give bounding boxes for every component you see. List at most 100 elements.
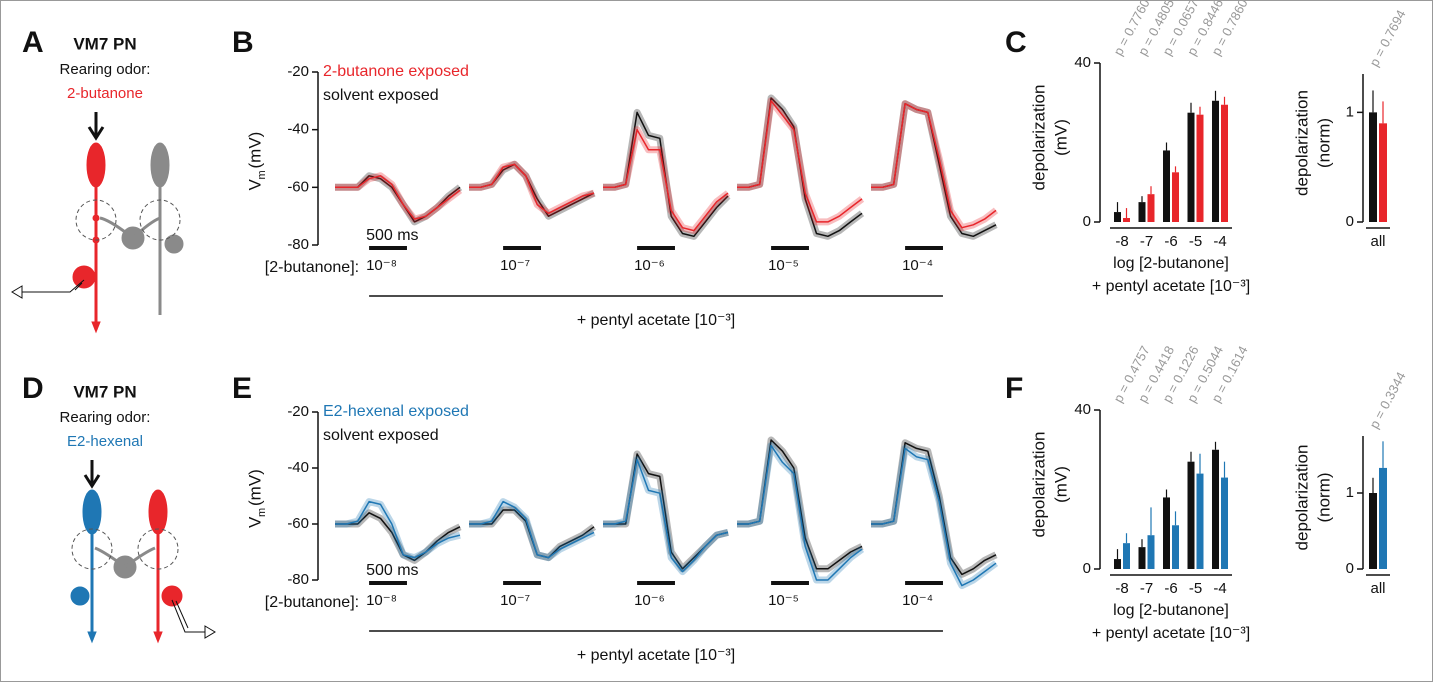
bar (1123, 543, 1130, 569)
x-tick-label: -5 (1189, 233, 1202, 250)
background-label: + pentyl acetate [10⁻³] (577, 312, 735, 329)
concentration-label: 10⁻⁵ (768, 592, 799, 609)
x-tick-label: all (1370, 233, 1385, 250)
x-tick-label: -6 (1164, 233, 1177, 250)
bar (1163, 497, 1170, 569)
y-tick-label: 1 (1346, 484, 1354, 501)
x-tick-label: -4 (1213, 580, 1226, 597)
y-tick-label: -60 (287, 178, 309, 195)
x-label: + pentyl acetate [10⁻³] (1092, 278, 1250, 295)
trace (603, 128, 729, 232)
scale-label: 500 ms (366, 227, 418, 244)
y-axis-label: Vm(mV) (245, 132, 267, 191)
diagram-odor: 2-butanone (67, 85, 143, 102)
bar (1369, 112, 1377, 222)
y-tick-label: -60 (287, 515, 309, 532)
y-tick-label: 1 (1346, 103, 1354, 120)
concentration-label: 10⁻⁷ (500, 592, 530, 609)
bar (1114, 212, 1121, 222)
x-tick-label: -8 (1115, 233, 1128, 250)
diagram-d: D VM7 PN Rearing odor: E2-hexenal (22, 372, 216, 644)
bar (1147, 535, 1155, 569)
y-tick-label: -40 (287, 121, 309, 138)
y-label: V (245, 179, 264, 191)
y-label-unit: (mV) (245, 132, 264, 169)
trace (335, 512, 461, 562)
trace-band (871, 100, 999, 232)
x-tick-label: -5 (1189, 580, 1202, 597)
concentration-label: 10⁻⁴ (902, 592, 933, 609)
trace (469, 500, 595, 559)
bar (1369, 493, 1377, 569)
neuron-red (72, 142, 106, 334)
y-tick-label: 0 (1346, 560, 1354, 577)
concentration-label: 10⁻⁸ (366, 257, 397, 274)
concentration-label: 10⁻⁸ (366, 592, 397, 609)
bar (1138, 547, 1146, 569)
trace (871, 102, 997, 229)
y-tick-label: -80 (287, 236, 309, 253)
legend-entry: solvent exposed (323, 87, 439, 104)
neuron-blue (70, 489, 102, 644)
x-tick-label: -7 (1140, 233, 1153, 250)
condition-label: [2-butanone]: (265, 259, 359, 276)
glomerulus (137, 528, 179, 570)
legend-entry: solvent exposed (323, 427, 439, 444)
electrode (22, 279, 85, 293)
bar (1379, 467, 1387, 569)
electrode-tip (204, 625, 216, 639)
trace-band (335, 498, 461, 562)
y-label: depolarization (1292, 445, 1311, 551)
bar (1187, 461, 1195, 569)
y-tick-label: -20 (287, 403, 309, 420)
y-label: depolarization (1292, 90, 1311, 196)
bar (1114, 559, 1121, 569)
y-label-sub: m (256, 170, 268, 179)
panel-label: B (232, 26, 254, 59)
y-tick-label: 40 (1074, 401, 1091, 418)
bar (1196, 473, 1204, 569)
bar (1187, 112, 1195, 222)
y-label: depolarization (1029, 432, 1048, 538)
bar (1379, 123, 1387, 222)
diagram-a: A VM7 PN Rearing odor: 2-butanone (11, 26, 184, 334)
diagram-odor: E2-hexenal (67, 433, 143, 450)
x-label: + pentyl acetate [10⁻³] (1092, 625, 1250, 642)
neuron-gray (99, 142, 184, 315)
trace (469, 163, 595, 215)
bar (1172, 525, 1179, 569)
trace (737, 444, 863, 581)
y-tick-label: 0 (1083, 560, 1091, 577)
bar (1138, 202, 1146, 222)
panel-label: E (232, 372, 252, 405)
scale-label: 500 ms (366, 562, 418, 579)
bar (1163, 150, 1170, 222)
electrode (171, 599, 205, 633)
x-tick-label: -7 (1140, 580, 1153, 597)
trace-band (871, 439, 998, 578)
bar (1212, 100, 1219, 222)
concentration-label: 10⁻⁶ (634, 257, 665, 274)
y-label: V (245, 516, 264, 528)
panel-label: D (22, 372, 44, 405)
legend-entry: E2-hexenal exposed (323, 403, 469, 420)
y-tick-label: -40 (287, 459, 309, 476)
y-label-sub: m (256, 508, 268, 517)
trace (335, 175, 461, 220)
concentration-label: 10⁻⁷ (500, 257, 530, 274)
x-tick-label: -8 (1115, 580, 1128, 597)
legend-entry: 2-butanone exposed (323, 63, 469, 80)
y-tick-label: -20 (287, 63, 309, 80)
x-label: log [2-butanone] (1113, 255, 1229, 272)
neuron-red (148, 489, 183, 644)
arrow (83, 460, 101, 489)
diagram-title: VM7 PN (73, 382, 136, 401)
trace (737, 100, 863, 223)
concentration-label: 10⁻⁶ (634, 592, 665, 609)
panel-label: C (1005, 26, 1027, 59)
p-value: p = 0.7694 (1366, 7, 1408, 69)
electrode-tip (11, 285, 23, 299)
condition-label: [2-butanone]: (265, 594, 359, 611)
concentration-label: 10⁻⁵ (768, 257, 799, 274)
